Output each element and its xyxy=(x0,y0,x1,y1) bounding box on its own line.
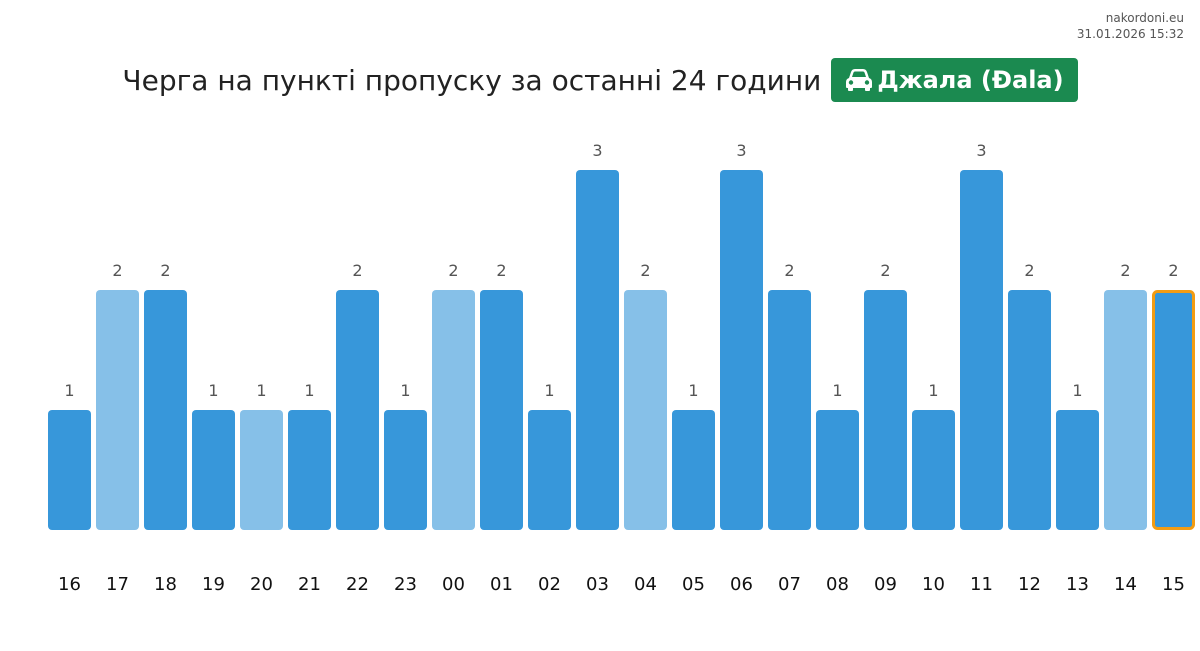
bar-13 xyxy=(1056,410,1099,530)
value-label-19: 1 xyxy=(208,381,218,400)
x-tick-07: 07 xyxy=(778,574,801,595)
bar-00 xyxy=(432,290,475,530)
bar-02 xyxy=(528,410,571,530)
x-tick-03: 03 xyxy=(586,574,609,595)
value-label-01: 2 xyxy=(496,261,506,280)
value-label-00: 2 xyxy=(448,261,458,280)
car-icon xyxy=(846,69,873,91)
bar-11 xyxy=(960,170,1003,530)
value-label-08: 1 xyxy=(832,381,842,400)
x-tick-02: 02 xyxy=(538,574,561,595)
value-label-07: 2 xyxy=(784,261,794,280)
bar-15 xyxy=(1152,290,1195,530)
value-label-18: 2 xyxy=(160,261,170,280)
value-label-14: 2 xyxy=(1120,261,1130,280)
bar-03 xyxy=(576,170,619,530)
x-tick-05: 05 xyxy=(682,574,705,595)
bar-14 xyxy=(1104,290,1147,530)
x-tick-14: 14 xyxy=(1114,574,1137,595)
checkpoint-badge: Джала (Đala) xyxy=(831,58,1078,102)
bar-23 xyxy=(384,410,427,530)
value-label-06: 3 xyxy=(736,141,746,160)
bar-16 xyxy=(48,410,91,530)
value-label-22: 2 xyxy=(352,261,362,280)
bar-09 xyxy=(864,290,907,530)
value-label-17: 2 xyxy=(112,261,122,280)
value-label-05: 1 xyxy=(688,381,698,400)
value-label-10: 1 xyxy=(928,381,938,400)
x-tick-10: 10 xyxy=(922,574,945,595)
timestamp: 31.01.2026 15:32 xyxy=(1076,27,1184,41)
x-tick-23: 23 xyxy=(394,574,417,595)
x-tick-11: 11 xyxy=(970,574,993,595)
bar-04 xyxy=(624,290,667,530)
bar-18 xyxy=(144,290,187,530)
x-tick-09: 09 xyxy=(874,574,897,595)
value-label-04: 2 xyxy=(640,261,650,280)
value-label-15: 2 xyxy=(1168,261,1178,280)
x-tick-00: 00 xyxy=(442,574,465,595)
value-label-12: 2 xyxy=(1024,261,1034,280)
x-tick-13: 13 xyxy=(1066,574,1089,595)
value-label-11: 3 xyxy=(976,141,986,160)
value-label-03: 3 xyxy=(592,141,602,160)
value-label-23: 1 xyxy=(400,381,410,400)
bar-20 xyxy=(240,410,283,530)
bar-17 xyxy=(96,290,139,530)
checkpoint-name: Джала (Đala) xyxy=(877,66,1064,94)
bar-12 xyxy=(1008,290,1051,530)
value-label-09: 2 xyxy=(880,261,890,280)
bar-19 xyxy=(192,410,235,530)
value-label-02: 1 xyxy=(544,381,554,400)
x-tick-08: 08 xyxy=(826,574,849,595)
x-tick-16: 16 xyxy=(58,574,81,595)
x-tick-22: 22 xyxy=(346,574,369,595)
x-tick-18: 18 xyxy=(154,574,177,595)
bar-21 xyxy=(288,410,331,530)
bar-22 xyxy=(336,290,379,530)
value-label-20: 1 xyxy=(256,381,266,400)
site-name: nakordoni.eu xyxy=(1105,11,1184,25)
x-tick-20: 20 xyxy=(250,574,273,595)
x-tick-21: 21 xyxy=(298,574,321,595)
bar-01 xyxy=(480,290,523,530)
x-tick-01: 01 xyxy=(490,574,513,595)
bar-07 xyxy=(768,290,811,530)
x-tick-19: 19 xyxy=(202,574,225,595)
bar-05 xyxy=(672,410,715,530)
chart-title: Черга на пункті пропуску за останні 24 г… xyxy=(122,63,822,97)
value-label-16: 1 xyxy=(64,381,74,400)
x-tick-15: 15 xyxy=(1162,574,1185,595)
bar-10 xyxy=(912,410,955,530)
x-tick-06: 06 xyxy=(730,574,753,595)
chart-header: Черга на пункті пропуску за останні 24 г… xyxy=(0,58,1200,102)
x-tick-17: 17 xyxy=(106,574,129,595)
value-label-21: 1 xyxy=(304,381,314,400)
site-info: nakordoni.eu 31.01.2026 15:32 xyxy=(1077,10,1184,42)
bar-06 xyxy=(720,170,763,530)
value-label-13: 1 xyxy=(1072,381,1082,400)
x-tick-04: 04 xyxy=(634,574,657,595)
x-tick-12: 12 xyxy=(1018,574,1041,595)
bar-08 xyxy=(816,410,859,530)
